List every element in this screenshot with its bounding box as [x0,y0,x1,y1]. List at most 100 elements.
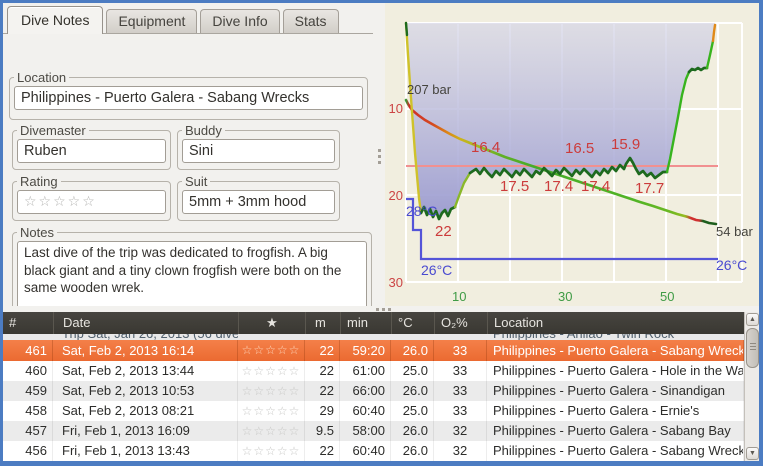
depth-annotation: 17.4 [544,178,574,195]
location-group: Location Philippines - Puerto Galera - S… [9,70,368,120]
trip-label: Trip Sat, Jan 26, 2013 (56 dives) [62,334,238,340]
dive-temp: 26.0 [391,441,434,461]
temperature-line [406,197,718,261]
depth-annotation: 17.4 [581,178,611,195]
dive-duration: 58:00 [340,421,391,441]
dive-temp: 26.0 [391,340,434,361]
col-header-date[interactable]: Date [53,312,238,334]
rating-stars-input[interactable]: ☆☆☆☆☆ [17,190,166,214]
dive-date: Sat, Feb 2, 2013 10:53 [53,381,238,401]
col-header-location[interactable]: Location [487,312,744,334]
col-header-number[interactable]: # [9,315,17,330]
dive-location: Philippines - Puerto Galera - Sinandigan [487,381,744,401]
splitter-grip-icon [378,149,381,152]
dive-rating: ☆☆☆☆☆ [238,381,305,401]
buddy-label: Buddy [185,123,222,138]
col-header-temp[interactable]: °C [391,312,434,334]
divemaster-label: Divemaster [20,123,86,138]
tab-dive-notes[interactable]: Dive Notes [7,6,104,34]
dive-duration: 61:00 [340,361,391,381]
dive-o2: 33 [434,381,487,401]
table-row-dive-457[interactable]: 457 Fri, Feb 1, 2013 16:09 ☆☆☆☆☆ 9.5 58:… [3,421,744,441]
divemaster-group: Divemaster Ruben [12,123,171,170]
table-row-dive-459[interactable]: 459 Sat, Feb 2, 2013 10:53 ☆☆☆☆☆ 22 66:0… [3,381,744,401]
suit-group: Suit 5mm + 3mm hood [177,174,340,221]
dive-list-header: # Date ★ m min °C O₂% Location [3,312,744,334]
depth-annotation: 17.7 [635,180,665,197]
table-row-dive-456[interactable]: 456 Fri, Feb 1, 2013 13:43 ☆☆☆☆☆ 22 60:4… [3,441,744,461]
dive-list-body: Trip Sat, Jan 26, 2013 (56 dives) Philip… [3,334,744,461]
tab-equipment[interactable]: Equipment [106,9,198,33]
trip-location: Philippines - Anilao - Twin Rock [493,334,744,340]
buddy-group: Buddy Sini [177,123,340,170]
tab-dive-info[interactable]: Dive Info [200,9,280,33]
dive-o2: 32 [434,421,487,441]
dive-depth: 9.5 [305,421,340,441]
col-header-o2[interactable]: O₂% [434,312,487,334]
dive-location: Philippines - Puerto Galera - Sabang Wre… [487,441,744,461]
divemaster-input[interactable]: Ruben [17,139,166,163]
dive-temp: 25.0 [391,401,434,421]
time-tick-30: 30 [558,289,573,304]
notes-label: Notes [20,225,54,240]
dive-location: Philippines - Puerto Galera - Hole in th… [487,361,744,381]
dive-number: 458 [3,401,53,421]
suit-label: Suit [185,174,208,189]
dive-location: Philippines - Puerto Galera - Ernie's [487,401,744,421]
rating-label: Rating [20,174,58,189]
dive-rating: ☆☆☆☆☆ [238,421,305,441]
dive-o2: 33 [434,361,487,381]
scrollbar-thumb[interactable] [746,328,759,368]
scroll-down-icon[interactable]: ▼ [746,447,759,460]
table-row-dive-461[interactable]: 461 Sat, Feb 2, 2013 16:14 ☆☆☆☆☆ 22 59:2… [3,340,744,361]
dive-number: 457 [3,421,53,441]
dive-date: Fri, Feb 1, 2013 13:43 [53,441,238,461]
tab-bar: Dive Notes Equipment Dive Info Stats [3,3,373,34]
buddy-input[interactable]: Sini [182,139,335,163]
dive-duration: 60:40 [340,441,391,461]
dive-notes-form: Location Philippines - Puerto Galera - S… [3,34,373,331]
pressure-end-label: 54 bar [716,224,753,239]
dive-number: 461 [3,340,53,361]
suit-input[interactable]: 5mm + 3mm hood [182,190,335,214]
dive-temp: 26.0 [391,421,434,441]
trip-row-partial[interactable]: Trip Sat, Jan 26, 2013 (56 dives) Philip… [3,334,744,340]
dive-duration: 59:20 [340,340,391,361]
dive-temp: 25.0 [391,361,434,381]
dive-date: Sat, Feb 2, 2013 13:44 [53,361,238,381]
col-header-rating[interactable]: ★ [238,312,305,334]
horizontal-splitter[interactable] [3,306,759,312]
table-row-dive-458[interactable]: 458 Sat, Feb 2, 2013 08:21 ☆☆☆☆☆ 29 60:4… [3,401,744,421]
temp-end-label: 26°C [716,257,748,273]
dive-duration: 66:00 [340,381,391,401]
depth-annotation: 17.5 [500,178,530,195]
splitter-grip-icon [376,308,379,311]
dive-temp: 26.0 [391,381,434,401]
dive-list-scrollbar[interactable]: ▲ ▼ [744,312,759,461]
dive-depth: 22 [305,441,340,461]
tab-stats[interactable]: Stats [282,9,339,33]
col-header-duration[interactable]: min [340,312,391,334]
pressure-start-label: 207 bar [407,82,452,97]
depth-annotation: 16.5 [565,140,595,157]
dive-depth: 22 [305,381,340,401]
dive-duration: 60:40 [340,401,391,421]
rating-group: Rating ☆☆☆☆☆ [12,174,171,221]
depth-annotation: 16.4 [471,139,501,156]
location-input[interactable]: Philippines - Puerto Galera - Sabang Wre… [14,86,363,110]
depth-annotation: 15.9 [611,136,641,153]
dive-number: 459 [3,381,53,401]
dive-date: Sat, Feb 2, 2013 08:21 [53,401,238,421]
dive-depth: 29 [305,401,340,421]
dive-rating: ☆☆☆☆☆ [238,401,305,421]
dive-rating: ☆☆☆☆☆ [238,340,305,361]
col-header-depth[interactable]: m [305,312,340,334]
dive-location: Philippines - Puerto Galera - Sabang Bay [487,421,744,441]
table-row-dive-460[interactable]: 460 Sat, Feb 2, 2013 13:44 ☆☆☆☆☆ 22 61:0… [3,361,744,381]
dive-depth: 22 [305,361,340,381]
dive-rating: ☆☆☆☆☆ [238,441,305,461]
vertical-splitter[interactable] [373,3,385,306]
max-depth-label: 22 [435,223,452,240]
scroll-up-icon[interactable]: ▲ [746,313,759,326]
temp-start-label: 28°C [406,203,438,219]
